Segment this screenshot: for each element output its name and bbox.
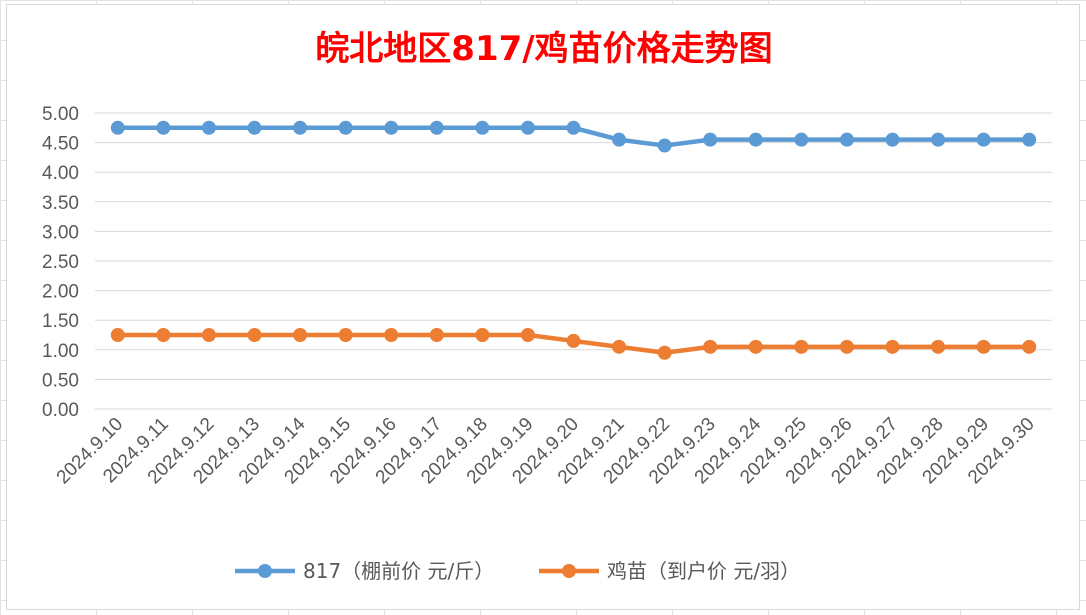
y-tick-label: 1.50 — [42, 311, 79, 332]
data-point — [429, 120, 444, 135]
data-point — [475, 120, 490, 135]
y-tick-label: 2.00 — [42, 282, 79, 303]
data-point — [247, 328, 262, 342]
data-point — [657, 345, 672, 360]
data-point — [931, 132, 946, 147]
data-point — [475, 328, 490, 342]
data-point — [657, 138, 672, 153]
data-point — [338, 120, 353, 135]
data-point — [156, 328, 171, 342]
data-point — [566, 120, 581, 135]
data-point — [520, 328, 535, 342]
y-tick-label: 3.00 — [42, 222, 79, 243]
y-tick-label: 1.00 — [42, 341, 79, 362]
data-point — [931, 339, 946, 354]
data-point — [201, 120, 216, 135]
data-point — [612, 132, 627, 147]
data-point — [110, 120, 125, 135]
chart-title: 皖北地区817/鸡苗价格走势图 — [315, 29, 772, 69]
y-tick-label: 2.50 — [42, 252, 79, 273]
y-tick-label: 4.50 — [42, 134, 79, 155]
data-point — [1022, 339, 1037, 354]
data-point — [748, 339, 763, 354]
data-point — [110, 328, 125, 342]
data-point — [976, 339, 991, 354]
legend-swatch-marker — [562, 564, 576, 578]
legend-item: 817（棚前价 元/斤） — [235, 559, 494, 583]
data-point — [839, 339, 854, 354]
data-point — [201, 328, 216, 342]
data-point — [384, 328, 399, 342]
data-point — [976, 132, 991, 147]
data-point — [520, 120, 535, 135]
data-point — [748, 132, 763, 147]
line-chart: 皖北地区817/鸡苗价格走势图 0.00 0.50 1.00 1.50 2.00 2.50… — [42, 29, 1052, 583]
data-point — [1022, 132, 1037, 147]
data-point — [885, 339, 900, 354]
data-point — [612, 339, 627, 354]
data-point — [429, 328, 444, 342]
data-point — [293, 120, 308, 135]
data-point — [703, 132, 718, 147]
y-tick-label: 4.00 — [42, 163, 79, 184]
data-point — [566, 333, 581, 348]
data-point — [885, 132, 900, 147]
data-point — [703, 339, 718, 354]
legend-label: 817（棚前价 元/斤） — [303, 559, 494, 583]
data-point — [247, 120, 262, 135]
legend-label: 鸡苗（到户价 元/羽） — [607, 559, 800, 583]
chart-area: 皖北地区817/鸡苗价格走势图 0.00 0.50 1.00 1.50 2.00 2.50… — [6, 4, 1080, 610]
data-point — [794, 339, 809, 354]
legend-swatch-marker — [258, 564, 272, 578]
y-tick-label: 0.00 — [42, 400, 79, 421]
data-point — [338, 328, 353, 342]
legend-item: 鸡苗（到户价 元/羽） — [539, 559, 800, 583]
data-point — [839, 132, 854, 147]
y-tick-label: 0.50 — [42, 370, 79, 391]
data-point — [794, 132, 809, 147]
data-point — [293, 328, 308, 342]
data-point — [384, 120, 399, 135]
data-point — [156, 120, 171, 135]
y-tick-label: 5.00 — [42, 104, 79, 125]
y-tick-label: 3.50 — [42, 193, 79, 214]
